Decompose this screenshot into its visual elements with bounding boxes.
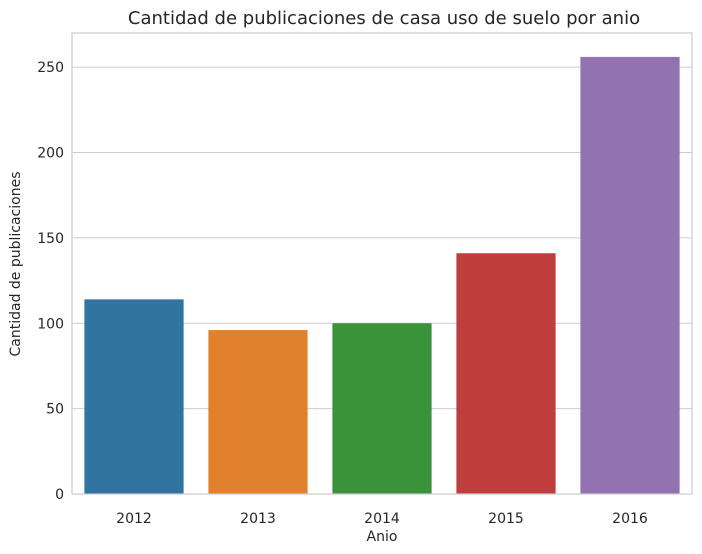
y-tick-label: 200 [37, 146, 64, 162]
y-tick-label: 0 [55, 487, 64, 503]
bar-2013 [208, 330, 308, 494]
bar-2016 [580, 56, 680, 494]
plot-frame [71, 32, 693, 495]
bar-2014 [332, 323, 432, 494]
x-axis-label: Anio [367, 529, 398, 545]
x-tick-label: 2015 [488, 511, 524, 527]
x-tick-label: 2016 [612, 511, 648, 527]
y-tick-label: 250 [37, 60, 64, 76]
bars [84, 56, 680, 494]
chart-title: Cantidad de publicaciones de casa uso de… [128, 8, 640, 29]
y-axis-label: Cantidad de publicaciones [8, 172, 24, 357]
y-tick-label: 100 [37, 316, 64, 332]
y-tick-label: 50 [46, 402, 64, 418]
y-axis-ticks: 0 50 100 150 200 250 [37, 60, 64, 503]
x-tick-label: 2012 [116, 511, 152, 527]
bar-2015 [456, 253, 556, 494]
x-tick-label: 2014 [364, 511, 400, 527]
x-axis-ticks: 2012 2013 2014 2015 2016 [116, 511, 648, 527]
x-tick-label: 2013 [240, 511, 276, 527]
y-tick-label: 150 [37, 231, 64, 247]
bar-2012 [84, 299, 184, 494]
